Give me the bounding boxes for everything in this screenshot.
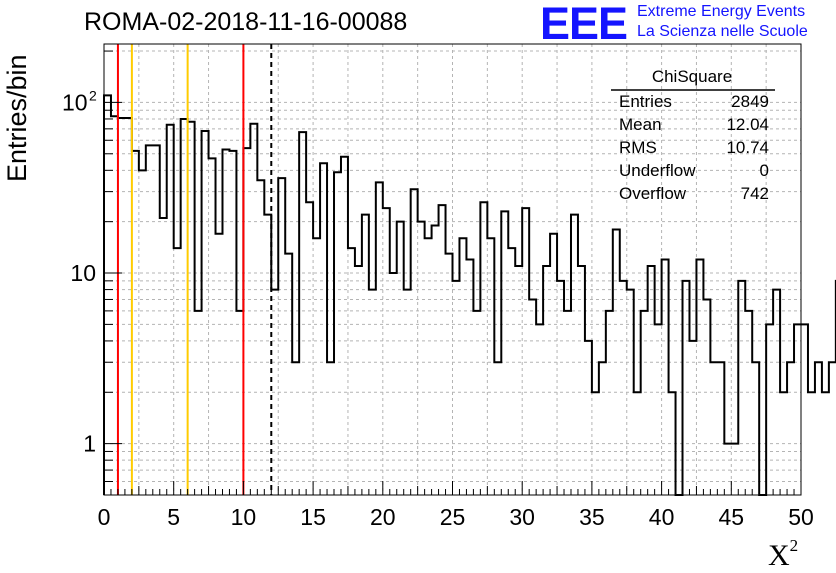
threshold-lines	[116, 44, 273, 495]
stats-row-entries: Entries 2849	[619, 92, 769, 114]
x-tick-label: 10	[231, 504, 257, 530]
stats-label: Overflow	[619, 184, 687, 203]
x-tick-label: 15	[300, 504, 326, 530]
logo-tagline-2: La Scienza nelle Scuole	[637, 23, 808, 40]
x-tick-label: 20	[370, 504, 396, 530]
chart-title: ROMA-02-2018-11-16-00088	[84, 8, 408, 36]
stats-title: ChiSquare	[651, 67, 733, 86]
stats-label: RMS	[619, 138, 657, 157]
y-tick-label: 1	[83, 431, 96, 457]
y-tick-label: 10	[70, 260, 96, 286]
stats-value: 12.04	[726, 115, 769, 134]
grid-lines	[104, 44, 801, 495]
stats-row-rms: RMS 10.74	[619, 138, 769, 160]
stats-label: Entries	[619, 92, 672, 111]
x-tick-label: 5	[167, 504, 180, 530]
stats-value: 742	[740, 184, 769, 203]
x-tick-label: 35	[579, 504, 605, 530]
eee-logo: EEE	[540, 0, 628, 49]
x-tick-label: 25	[440, 504, 466, 530]
stats-row-underflow: Underflow 0	[619, 161, 769, 183]
y-axis-label: Entries/bin	[2, 54, 32, 182]
x-axis-label-text: X	[768, 539, 790, 572]
stats-value: 10.74	[726, 138, 769, 157]
logo-tagline-1: Extreme Energy Events	[637, 3, 806, 20]
x-tick-label: 40	[649, 504, 675, 530]
x-axis-label-superscript: 2	[789, 536, 799, 555]
y-tick-label-exponent: 2	[89, 87, 97, 103]
x-tick-label: 50	[788, 504, 814, 530]
y-tick-label: 10	[62, 89, 88, 115]
stats-value: 2849	[731, 92, 769, 111]
x-axis-label: X2	[768, 536, 798, 573]
x-tick-label: 0	[98, 504, 111, 530]
histogram-series	[103, 94, 836, 496]
stats-label: Mean	[619, 115, 662, 134]
stats-label: Underflow	[619, 161, 696, 180]
stats-value: 0	[759, 161, 769, 180]
stats-row-mean: Mean 12.04	[619, 115, 769, 137]
x-tick-label: 45	[719, 504, 745, 530]
stats-row-overflow: Overflow 742	[619, 184, 769, 206]
histogram-outline	[103, 94, 836, 496]
x-tick-label: 30	[509, 504, 535, 530]
